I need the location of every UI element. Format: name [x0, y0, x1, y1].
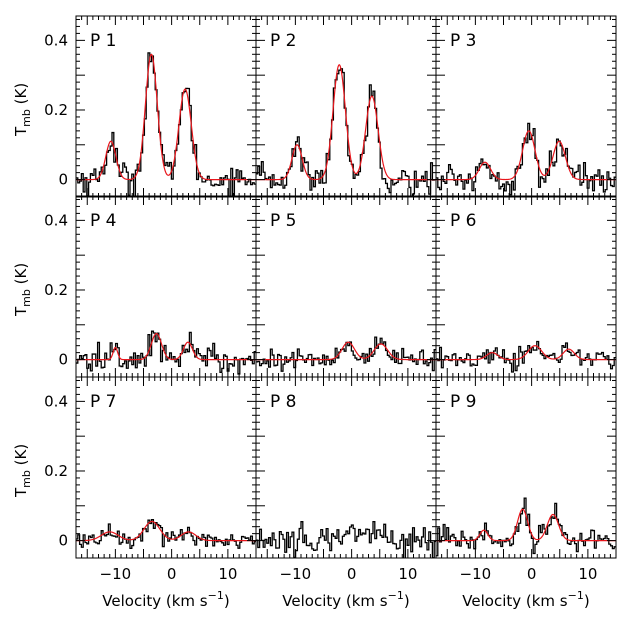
- panel-9: P 9 −10 0 10 Velocity (km s−1): [435, 376, 617, 610]
- x-tick-label: 0: [167, 565, 177, 583]
- y-tick-label: 0.2: [44, 281, 68, 299]
- x-tick-label: 0: [527, 565, 537, 583]
- gaussian-fit: [436, 508, 616, 542]
- panel-label: P 6: [450, 211, 476, 231]
- x-axis-title: Velocity (km s−1): [282, 589, 409, 610]
- gaussian-fit: [436, 130, 616, 181]
- panel-1: P 1 0 0.2 0.4 Tmb (K): [12, 15, 257, 198]
- y-axis-title: Tmb (K): [12, 263, 33, 317]
- y-tick-label: 0.4: [44, 392, 68, 410]
- observed-spectrum: [256, 68, 436, 197]
- panel-label: P 7: [90, 392, 116, 412]
- gaussian-fit: [76, 520, 256, 542]
- y-tick-label: 0.2: [44, 462, 68, 480]
- y-tick-label: 0: [58, 532, 68, 550]
- x-tick-label: 10: [578, 565, 597, 583]
- y-tick-label: 0: [58, 171, 68, 189]
- y-axis-title: Tmb (K): [12, 83, 33, 137]
- panel-7: P 7 0 0.2 0.4 Tmb (K) −10 0 10 Velocity (km s−1): [12, 376, 257, 610]
- panel-label: P 1: [90, 31, 116, 51]
- x-tick-label: 0: [347, 565, 357, 583]
- y-tick-label: 0.2: [44, 101, 68, 119]
- x-axis-close: ): [404, 592, 410, 610]
- x-axis-text: Velocity (km s: [282, 592, 388, 610]
- panel-label: P 8: [270, 392, 296, 412]
- y-tick-label: 0.4: [44, 31, 68, 49]
- observed-spectrum: [256, 336, 436, 372]
- panel-label: P 5: [270, 211, 296, 231]
- x-tick-label: −10: [460, 565, 492, 583]
- panel-2: P 2: [255, 15, 437, 198]
- y-axis-subscript: mb: [20, 470, 33, 488]
- panel-6: P 6: [435, 195, 617, 378]
- x-axis-title: Velocity (km s−1): [102, 589, 229, 610]
- observed-spectrum: [76, 52, 256, 197]
- y-axis-title: Tmb (K): [12, 444, 33, 498]
- panel-5: P 5: [255, 195, 437, 378]
- x-tick-label: −10: [280, 565, 312, 583]
- y-axis-subscript: mb: [20, 109, 33, 127]
- y-axis-symbol: T: [12, 306, 30, 317]
- gaussian-fit: [76, 53, 256, 181]
- x-axis-close: ): [224, 592, 230, 610]
- y-tick-label: 0: [58, 351, 68, 369]
- y-axis-symbol: T: [12, 487, 30, 498]
- y-axis-subscript: mb: [20, 289, 33, 307]
- x-axis-superscript: −1: [568, 589, 584, 602]
- y-tick-label: 0.4: [44, 211, 68, 229]
- y-axis-unit: (K): [12, 263, 30, 289]
- x-axis-close: ): [584, 592, 590, 610]
- observed-spectrum: [436, 340, 616, 373]
- y-axis-symbol: T: [12, 126, 30, 137]
- panel-label: P 9: [450, 392, 476, 412]
- y-axis-unit: (K): [12, 83, 30, 109]
- gaussian-fit: [436, 345, 616, 361]
- gaussian-fit: [256, 341, 436, 361]
- observed-spectrum: [436, 497, 616, 557]
- x-axis-superscript: −1: [208, 589, 224, 602]
- panel-label: P 2: [270, 31, 296, 51]
- observed-spectrum: [76, 330, 256, 375]
- x-tick-label: 10: [398, 565, 417, 583]
- x-tick-label: 10: [218, 565, 237, 583]
- x-axis-superscript: −1: [388, 589, 404, 602]
- y-axis-unit: (K): [12, 444, 30, 470]
- x-axis-text: Velocity (km s: [462, 592, 568, 610]
- observed-spectrum: [436, 122, 616, 196]
- panel-3: P 3: [435, 15, 617, 198]
- gaussian-fit: [256, 63, 436, 181]
- x-tick-label: −10: [100, 565, 132, 583]
- gaussian-fit: [76, 332, 256, 361]
- panel-8: P 8 −10 0 10 Velocity (km s−1): [255, 376, 437, 610]
- panel-label: P 3: [450, 31, 476, 51]
- x-axis-text: Velocity (km s: [102, 592, 208, 610]
- panel-4: P 4 0 0.2 0.4 Tmb (K): [12, 195, 257, 378]
- panel-label: P 4: [90, 211, 116, 231]
- x-axis-title: Velocity (km s−1): [462, 589, 589, 610]
- observed-spectrum: [256, 520, 436, 558]
